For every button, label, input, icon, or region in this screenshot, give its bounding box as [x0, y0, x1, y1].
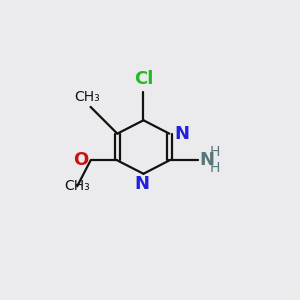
- Text: N: N: [175, 125, 190, 143]
- Text: N: N: [199, 152, 214, 169]
- Text: CH₃: CH₃: [64, 179, 90, 193]
- Text: Cl: Cl: [134, 70, 153, 88]
- Text: N: N: [134, 175, 149, 193]
- Text: CH₃: CH₃: [75, 90, 101, 104]
- Text: O: O: [73, 152, 88, 169]
- Text: H: H: [210, 161, 220, 175]
- Text: H: H: [210, 145, 220, 159]
